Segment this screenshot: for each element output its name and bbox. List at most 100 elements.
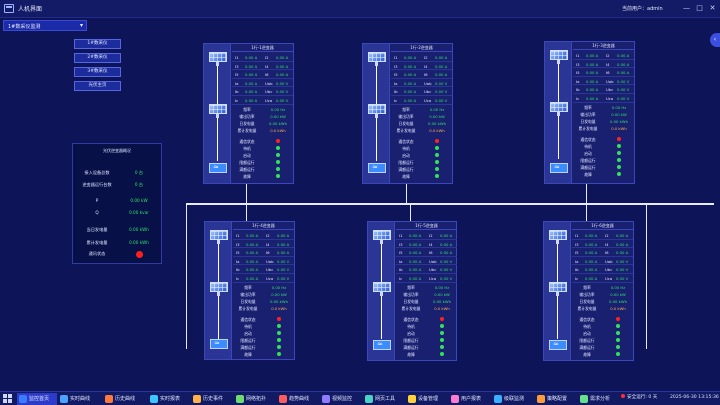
bus-riser: [646, 204, 647, 349]
maximize-button[interactable]: □: [696, 4, 703, 12]
status-row: 通信状态: [573, 137, 634, 144]
status-led-icon: [277, 317, 281, 321]
measure-row: Ic 0.00 A Uca 0.00 V: [391, 96, 452, 105]
status-row: 待机: [573, 144, 634, 151]
status-led-icon: [440, 345, 444, 349]
status-led-icon: [617, 165, 621, 169]
measure-row: I1 0.00 A I2 0.00 A: [396, 231, 457, 240]
status-row: 待机: [232, 146, 293, 153]
solar-panel-icon: [550, 102, 568, 112]
measure-row: I3 0.00 A I4 0.00 A: [396, 240, 457, 249]
taskbar-item[interactable]: 需求分析: [578, 393, 620, 405]
monitor-select[interactable]: 1#数采仪监测 ▾: [3, 20, 87, 31]
safety-status: 安全运行: 0 天: [621, 394, 657, 400]
taskbar-item[interactable]: 趋势曲线: [277, 393, 319, 405]
solar-panel-icon: [368, 104, 386, 114]
status-led-icon: [440, 324, 444, 328]
measure-row: I5 0.00 A I6 0.00 A: [573, 68, 634, 77]
stat-row: 日发电量 0.00 kWh: [579, 299, 628, 304]
bus-tap: [410, 204, 411, 221]
solar-panel-icon: [373, 282, 391, 292]
inverter-stats: 频率 0.00 Hz 输出功率 0.00 kW 日发电量 0.00 kWh 累计…: [396, 285, 457, 359]
status-led-icon: [435, 167, 439, 171]
taskbar-item-icon: [19, 395, 27, 403]
bus-tap: [246, 184, 247, 204]
stat-row: 日发电量 0.00 kWh: [239, 121, 288, 126]
status-led-icon: [435, 153, 439, 157]
taskbar-item[interactable]: 监控首页: [17, 393, 57, 405]
status-led-icon: [616, 338, 620, 342]
measure-grid: I1 0.00 A I2 0.00 A I3 0.00 A I4 0.00 A …: [396, 231, 457, 283]
taskbar-item[interactable]: 视频监控: [320, 393, 362, 405]
minimize-button[interactable]: —: [683, 4, 690, 12]
inverter-box-icon: [210, 339, 228, 349]
side-button-1[interactable]: 1#数采仪: [74, 39, 121, 49]
status-led-icon: [276, 174, 280, 178]
status-row: 满额运行: [233, 345, 294, 352]
status-row: 启动: [232, 153, 293, 160]
inverter-panel: 1行-2逆变器 I1 0.00 A I2 0.00 A I3 0.00 A I4…: [362, 43, 453, 184]
inverter-diagram: [368, 222, 395, 360]
measure-row: Ib 0.00 A Ubc 0.00 V: [232, 87, 293, 96]
inverter-title: 1行-1逆变器: [232, 44, 293, 52]
status-row: 启动: [233, 331, 294, 338]
status-led-icon: [617, 158, 621, 162]
bus-riser: [186, 204, 187, 349]
measure-grid: I1 0.00 A I2 0.00 A I3 0.00 A I4 0.00 A …: [232, 53, 293, 105]
taskbar-item-icon: [537, 395, 545, 403]
chevron-down-icon: ▾: [79, 22, 83, 29]
measure-row: Ic 0.00 A Uca 0.00 V: [572, 274, 633, 283]
taskbar-item[interactable]: 级联监测: [492, 393, 534, 405]
taskbar-item[interactable]: 网络拓扑: [234, 393, 276, 405]
status-row: 待机: [396, 324, 457, 331]
taskbar-item[interactable]: 设备管理: [406, 393, 448, 405]
taskbar-item[interactable]: 实时报表: [148, 393, 190, 405]
measure-grid: I1 0.00 A I2 0.00 A I3 0.00 A I4 0.00 A …: [572, 231, 633, 283]
measure-row: I3 0.00 A I4 0.00 A: [391, 62, 452, 71]
status-row: 启动: [391, 153, 452, 160]
measure-row: I5 0.00 A I6 0.00 A: [391, 70, 452, 79]
measure-row: Ic 0.00 A Uca 0.00 V: [232, 96, 293, 105]
taskbar: 监控首页 实时曲线 历史曲线 实时报表 历史事件 网络拓扑 趋势曲线 视频监控 网页工具 设备管理…: [0, 391, 720, 405]
measure-row: Ia 0.00 A Uab 0.00 V: [396, 257, 457, 266]
side-button-2[interactable]: 2#数采仪: [74, 53, 121, 63]
stat-row: 累计发电量 0.0 kWh: [237, 128, 286, 133]
status-row: 满额运行: [573, 165, 634, 172]
taskbar-item[interactable]: 实时曲线: [58, 393, 102, 405]
stat-row: 日发电量 0.00 kWh: [240, 299, 289, 304]
side-button-pv-home[interactable]: 光伏主页: [74, 81, 121, 91]
taskbar-item[interactable]: 策略配置: [535, 393, 577, 405]
summary-title: 光伏逆变器概况: [103, 148, 131, 153]
taskbar-item[interactable]: 网页工具: [363, 393, 405, 405]
measure-row: Ia 0.00 A Uab 0.00 V: [573, 77, 634, 86]
status-led-icon: [277, 331, 281, 335]
taskbar-item-icon: [322, 395, 330, 403]
status-led-icon: [276, 153, 280, 157]
side-button-3[interactable]: 3#数采仪: [74, 67, 121, 77]
inverter-title: 1行-6逆变器: [572, 222, 633, 230]
taskbar-item[interactable]: 历史事件: [191, 393, 233, 405]
inverter-box-icon: [368, 163, 386, 173]
collapse-chevron-icon[interactable]: ‹: [710, 33, 720, 47]
taskbar-item-icon: [236, 395, 244, 403]
inverter-panel: 1行-4逆变器 I1 0.00 A I2 0.00 A I3 0.00 A I4…: [204, 221, 295, 360]
start-grid-icon[interactable]: [3, 394, 12, 403]
inverter-diagram: [545, 42, 572, 183]
measure-row: Ib 0.00 A Ubc 0.00 V: [391, 87, 452, 96]
inverter-box-icon: [550, 163, 568, 173]
status-led-icon: [617, 144, 621, 148]
taskbar-item[interactable]: 历史曲线: [103, 393, 147, 405]
status-led-icon: [435, 174, 439, 178]
status-led-icon: [276, 139, 280, 143]
status-row: 限额运行: [572, 338, 633, 345]
inverter-stats: 频率 0.00 Hz 输出功率 0.00 kW 日发电量 0.00 kWh 累计…: [572, 285, 633, 359]
status-row: 通信状态: [396, 317, 457, 324]
taskbar-item-icon: [365, 395, 373, 403]
close-button[interactable]: ✕: [709, 4, 716, 12]
taskbar-item[interactable]: 用户报表: [449, 393, 491, 405]
status-row: 满额运行: [396, 345, 457, 352]
measure-row: I5 0.00 A I6 0.00 A: [396, 248, 457, 257]
comm-status-led-icon: [135, 251, 143, 258]
measure-row: I3 0.00 A I4 0.00 A: [233, 240, 294, 249]
